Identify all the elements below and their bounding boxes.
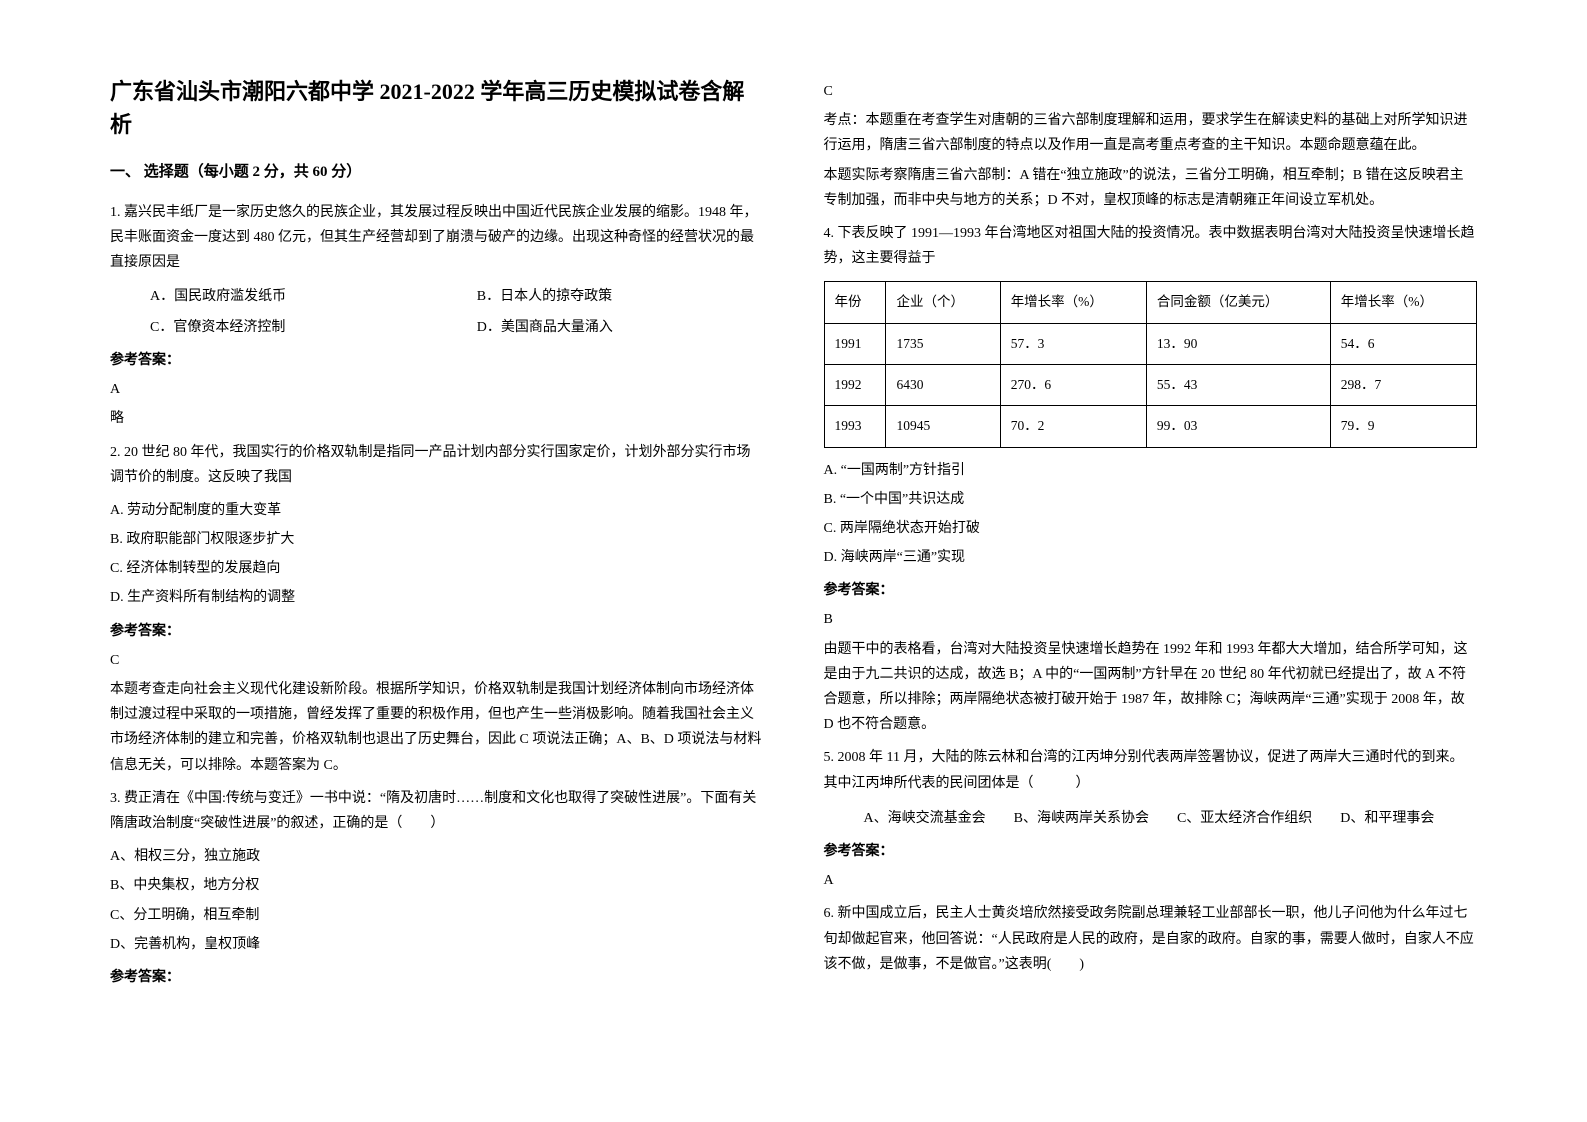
q2-answer-label: 参考答案： — [110, 619, 764, 644]
q4-td: 13．90 — [1146, 323, 1330, 364]
q4-options: A. “一国两制”方针指引 B. “一个中国”共识达成 C. 两岸隔绝状态开始打… — [824, 458, 1478, 571]
q4-td: 1992 — [824, 364, 886, 405]
q4-table: 年份 企业（个） 年增长率（%） 合同金额（亿美元） 年增长率（%） 1991 … — [824, 281, 1478, 447]
q2-explain: 本题考查走向社会主义现代化建设新阶段。根据所学知识，价格双轨制是我国计划经济体制… — [110, 677, 764, 778]
q1-optB: B．日本人的掠夺政策 — [437, 284, 764, 309]
q5-answer-label: 参考答案： — [824, 839, 1478, 864]
q3-optD: D、完善机构，皇权顶峰 — [110, 932, 764, 957]
q3-explain1: 考点：本题重在考查学生对唐朝的三省六部制度理解和运用，要求学生在解读史料的基础上… — [824, 108, 1478, 158]
q4-td: 79．9 — [1330, 406, 1476, 447]
q4-td: 270．6 — [1000, 364, 1146, 405]
q4-td: 55．43 — [1146, 364, 1330, 405]
q1-options-row1: A．国民政府滥发纸币 B．日本人的掠夺政策 — [110, 284, 764, 309]
q4-td: 1993 — [824, 406, 886, 447]
q4-optD: D. 海峡两岸“三通”实现 — [824, 545, 1478, 570]
q2-answer: C — [110, 648, 764, 673]
q3-answer-label: 参考答案： — [110, 965, 764, 990]
q2-optD: D. 生产资料所有制结构的调整 — [110, 585, 764, 610]
q4-td: 298．7 — [1330, 364, 1476, 405]
q2-stem: 2. 20 世纪 80 年代，我国实行的价格双轨制是指同一产品计划内部分实行国家… — [110, 440, 764, 490]
q3-optA: A、相权三分，独立施政 — [110, 844, 764, 869]
q3-answer: C — [824, 79, 1478, 104]
q1-answer-label: 参考答案： — [110, 348, 764, 373]
q4-table-header-row: 年份 企业（个） 年增长率（%） 合同金额（亿美元） 年增长率（%） — [824, 282, 1477, 323]
q2-optB: B. 政府职能部门权限逐步扩大 — [110, 527, 764, 552]
left-column: 广东省汕头市潮阳六都中学 2021-2022 学年高三历史模拟试卷含解析 一、 … — [95, 75, 794, 1047]
q4-optA: A. “一国两制”方针指引 — [824, 458, 1478, 483]
q4-td: 1991 — [824, 323, 886, 364]
q4-stem: 4. 下表反映了 1991—1993 年台湾地区对祖国大陆的投资情况。表中数据表… — [824, 221, 1478, 271]
q4-td: 6430 — [886, 364, 1000, 405]
q1-optA: A．国民政府滥发纸币 — [110, 284, 437, 309]
q4-td: 70．2 — [1000, 406, 1146, 447]
q1-options-row2: C．官僚资本经济控制 D．美国商品大量涌入 — [110, 315, 764, 340]
q1-optC: C．官僚资本经济控制 — [110, 315, 437, 340]
q3-options: A、相权三分，独立施政 B、中央集权，地方分权 C、分工明确，相互牵制 D、完善… — [110, 844, 764, 957]
q3-optB: B、中央集权，地方分权 — [110, 873, 764, 898]
q1-stem: 1. 嘉兴民丰纸厂是一家历史悠久的民族企业，其发展过程反映出中国近代民族企业发展… — [110, 200, 764, 276]
q4-optC: C. 两岸隔绝状态开始打破 — [824, 516, 1478, 541]
q2-optA: A. 劳动分配制度的重大变革 — [110, 498, 764, 523]
table-row: 1992 6430 270．6 55．43 298．7 — [824, 364, 1477, 405]
q1-optD: D．美国商品大量涌入 — [437, 315, 764, 340]
q4-th-3: 合同金额（亿美元） — [1146, 282, 1330, 323]
q4-answer-label: 参考答案： — [824, 578, 1478, 603]
q3-stem: 3. 费正清在《中国:传统与变迁》一书中说：“隋及初唐时……制度和文化也取得了突… — [110, 786, 764, 836]
q1-note: 略 — [110, 406, 764, 431]
q5-answer: A — [824, 868, 1478, 893]
q5-options: A、海峡交流基金会 B、海峡两岸关系协会 C、亚太经济合作组织 D、和平理事会 — [824, 806, 1478, 831]
q5-stem: 5. 2008 年 11 月，大陆的陈云林和台湾的江丙坤分别代表两岸签署协议，促… — [824, 745, 1478, 795]
q4-th-0: 年份 — [824, 282, 886, 323]
q4-explain: 由题干中的表格看，台湾对大陆投资呈快速增长趋势在 1992 年和 1993 年都… — [824, 637, 1478, 738]
q4-optB: B. “一个中国”共识达成 — [824, 487, 1478, 512]
section-header: 一、 选择题（每小题 2 分，共 60 分） — [110, 159, 764, 186]
q4-td: 54．6 — [1330, 323, 1476, 364]
q4-answer: B — [824, 607, 1478, 632]
q3-explain2: 本题实际考察隋唐三省六部制：A 错在“独立施政”的说法，三省分工明确，相互牵制；… — [824, 163, 1478, 213]
document-title: 广东省汕头市潮阳六都中学 2021-2022 学年高三历史模拟试卷含解析 — [110, 75, 764, 141]
q4-th-4: 年增长率（%） — [1330, 282, 1476, 323]
q4-th-2: 年增长率（%） — [1000, 282, 1146, 323]
q6-stem: 6. 新中国成立后，民主人士黄炎培欣然接受政务院副总理兼轻工业部部长一职，他儿子… — [824, 901, 1478, 977]
table-row: 1993 10945 70．2 99．03 79．9 — [824, 406, 1477, 447]
q3-optC: C、分工明确，相互牵制 — [110, 903, 764, 928]
right-column: C 考点：本题重在考查学生对唐朝的三省六部制度理解和运用，要求学生在解读史料的基… — [794, 75, 1493, 1047]
q4-th-1: 企业（个） — [886, 282, 1000, 323]
q4-td: 99．03 — [1146, 406, 1330, 447]
q4-td: 10945 — [886, 406, 1000, 447]
q4-td: 1735 — [886, 323, 1000, 364]
table-row: 1991 1735 57．3 13．90 54．6 — [824, 323, 1477, 364]
q2-optC: C. 经济体制转型的发展趋向 — [110, 556, 764, 581]
q1-answer: A — [110, 377, 764, 402]
q4-td: 57．3 — [1000, 323, 1146, 364]
q2-options: A. 劳动分配制度的重大变革 B. 政府职能部门权限逐步扩大 C. 经济体制转型… — [110, 498, 764, 611]
